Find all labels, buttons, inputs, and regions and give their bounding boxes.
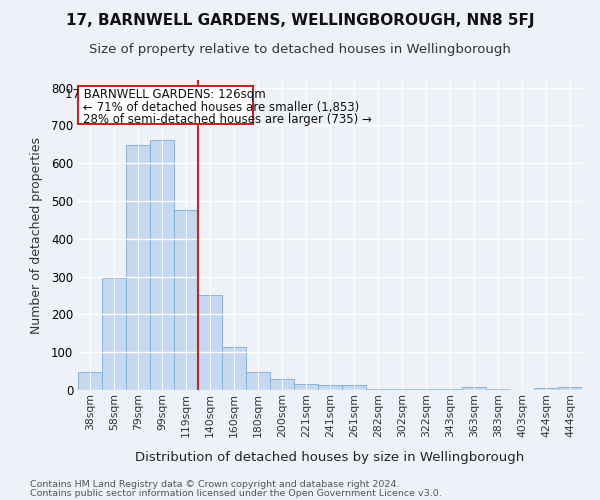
Text: ← 71% of detached houses are smaller (1,853): ← 71% of detached houses are smaller (1,…	[83, 101, 359, 114]
Bar	[102, 278, 126, 390]
Bar	[198, 296, 222, 390]
Bar	[222, 346, 246, 390]
Bar	[366, 389, 390, 390]
Y-axis label: Number of detached properties: Number of detached properties	[29, 136, 43, 334]
Bar	[174, 210, 198, 390]
Text: 28% of semi-detached houses are larger (735) →: 28% of semi-detached houses are larger (…	[83, 113, 371, 126]
Bar	[486, 389, 510, 390]
Bar	[558, 388, 582, 390]
Bar	[270, 380, 294, 390]
Bar	[294, 384, 318, 390]
Bar	[126, 145, 150, 390]
Bar	[414, 389, 438, 390]
Bar	[534, 388, 558, 390]
Bar	[462, 387, 486, 390]
Bar	[150, 140, 174, 390]
FancyBboxPatch shape	[78, 86, 253, 124]
Bar	[246, 372, 270, 390]
Bar	[390, 389, 414, 390]
Text: 17 BARNWELL GARDENS: 126sqm: 17 BARNWELL GARDENS: 126sqm	[65, 88, 266, 101]
Bar	[438, 389, 462, 390]
Text: Contains HM Land Registry data © Crown copyright and database right 2024.: Contains HM Land Registry data © Crown c…	[30, 480, 400, 489]
Text: Contains public sector information licensed under the Open Government Licence v3: Contains public sector information licen…	[30, 490, 442, 498]
Text: Size of property relative to detached houses in Wellingborough: Size of property relative to detached ho…	[89, 42, 511, 56]
Text: 17, BARNWELL GARDENS, WELLINGBOROUGH, NN8 5FJ: 17, BARNWELL GARDENS, WELLINGBOROUGH, NN…	[66, 12, 534, 28]
Bar	[78, 372, 102, 390]
Bar	[318, 384, 342, 390]
X-axis label: Distribution of detached houses by size in Wellingborough: Distribution of detached houses by size …	[136, 451, 524, 464]
Bar	[342, 384, 366, 390]
